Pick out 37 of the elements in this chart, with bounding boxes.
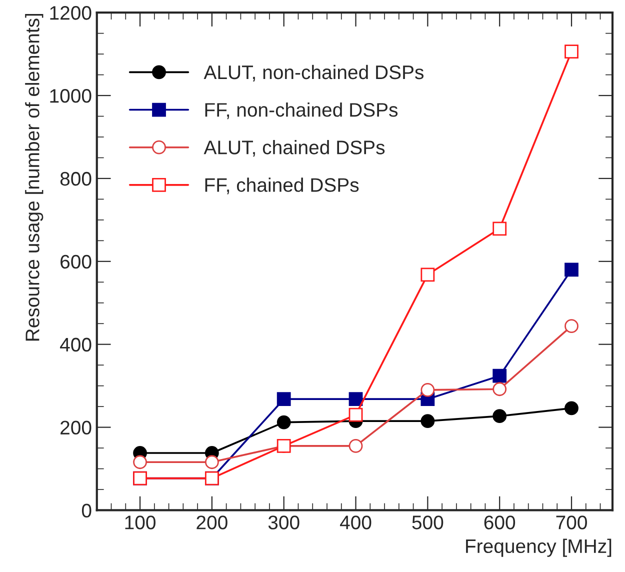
- point: [133, 455, 147, 470]
- y-tick-label: 600: [60, 254, 92, 269]
- point: [564, 262, 578, 277]
- point: [420, 414, 435, 428]
- point: [348, 392, 363, 406]
- point: [420, 268, 435, 282]
- point: [492, 368, 507, 383]
- point: [564, 319, 578, 334]
- point: [420, 383, 435, 397]
- legend-label: FF, chained DSPs: [205, 178, 359, 194]
- point: [204, 455, 219, 470]
- legend-label: ALUT, non-chained DSPs: [204, 64, 424, 82]
- x-tick-label: 600: [484, 516, 516, 530]
- y-tick-label: 1200: [50, 6, 92, 20]
- legend-label: ALUT, chained DSPs: [204, 140, 385, 157]
- point: [492, 409, 507, 424]
- x-tick-label: 200: [196, 516, 228, 530]
- x-axis-title: Frequency [MHz]: [466, 538, 612, 557]
- point: [276, 392, 291, 406]
- point: [348, 408, 363, 422]
- y-tick-label: 200: [60, 420, 92, 435]
- x-tick-label: 500: [412, 516, 444, 530]
- legend-label: FF, non-chained DSPs: [205, 102, 398, 120]
- point: [348, 439, 363, 453]
- x-tick-label: 300: [268, 516, 300, 530]
- y-axis-title: Resource usage [number of elements]: [25, 14, 44, 341]
- y-tick-label: 800: [60, 172, 92, 186]
- x-tick-label: 400: [340, 516, 372, 530]
- y-tick-label: 0: [82, 504, 92, 518]
- y-tick-label: 400: [60, 338, 92, 352]
- y-tick-label: 1000: [50, 88, 92, 103]
- point: [564, 401, 578, 416]
- x-tick-label: 100: [125, 516, 156, 530]
- x-tick-label: 700: [556, 516, 587, 530]
- point: [276, 415, 291, 430]
- point: [492, 382, 507, 396]
- point: [492, 222, 507, 236]
